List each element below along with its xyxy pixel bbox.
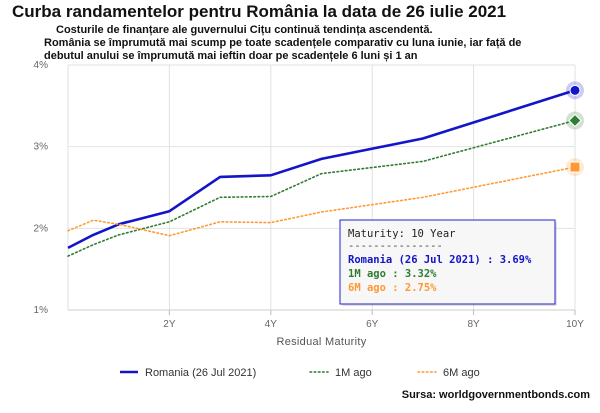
subtitle-line-1: Costurile de finanțare ale guvernului Ci… [56, 24, 433, 36]
x-axis-title: Residual Maturity [276, 336, 366, 348]
tooltip-row-romania: Romania (26 Jul 2021) : 3.69% [348, 254, 532, 266]
series-layer [67, 89, 576, 257]
end-marker-6m-ago [569, 161, 581, 173]
y-tick-label: 2% [34, 223, 49, 234]
y-tick-label: 3% [34, 142, 49, 153]
tooltip-header: Maturity: 10 Year [348, 228, 455, 240]
y-tick-label: 4% [34, 60, 49, 71]
legend: Romania (26 Jul 2021) 1M ago 6M ago [120, 367, 480, 379]
subtitle-line-2: România se împrumută mai scump pe toate … [44, 37, 522, 49]
tooltip-separator: --------------- [348, 240, 443, 252]
tooltip-row-1m-ago: 1M ago : 3.32% [348, 268, 437, 280]
chart-subtitle: Costurile de finanțare ale guvernului Ci… [44, 24, 596, 63]
x-tick-label: 8Y [467, 319, 480, 330]
end-marker-1m-ago [568, 113, 582, 128]
chart-title: Curba randamentelor pentru România la da… [12, 2, 507, 21]
x-tick-label: 2Y [163, 319, 176, 330]
marker-layer [566, 81, 584, 177]
y-tick-label: 1% [34, 305, 49, 316]
x-tick-label: 10Y [566, 319, 584, 330]
x-tick-label: 4Y [265, 319, 278, 330]
series-line-1m-ago [67, 119, 576, 257]
legend-label-1m-ago: 1M ago [335, 367, 372, 379]
subtitle-line-3: debutul anului se împrumută mai ieftin d… [44, 50, 418, 62]
series-line-6m-ago [67, 166, 576, 237]
tooltip-box [339, 219, 556, 305]
tooltip: Maturity: 10 Year--------------- Romania … [339, 219, 557, 306]
x-tick-label: 6Y [366, 319, 379, 330]
legend-label-romania: Romania (26 Jul 2021) [145, 367, 256, 379]
source-credit: Sursa: worldgovernmentbonds.com [401, 389, 590, 401]
tooltip-row-6m-ago: 6M ago : 2.75% [348, 282, 437, 294]
legend-label-6m-ago: 6M ago [443, 367, 480, 379]
series-line-romania [67, 89, 576, 250]
end-marker-romania [569, 84, 581, 96]
